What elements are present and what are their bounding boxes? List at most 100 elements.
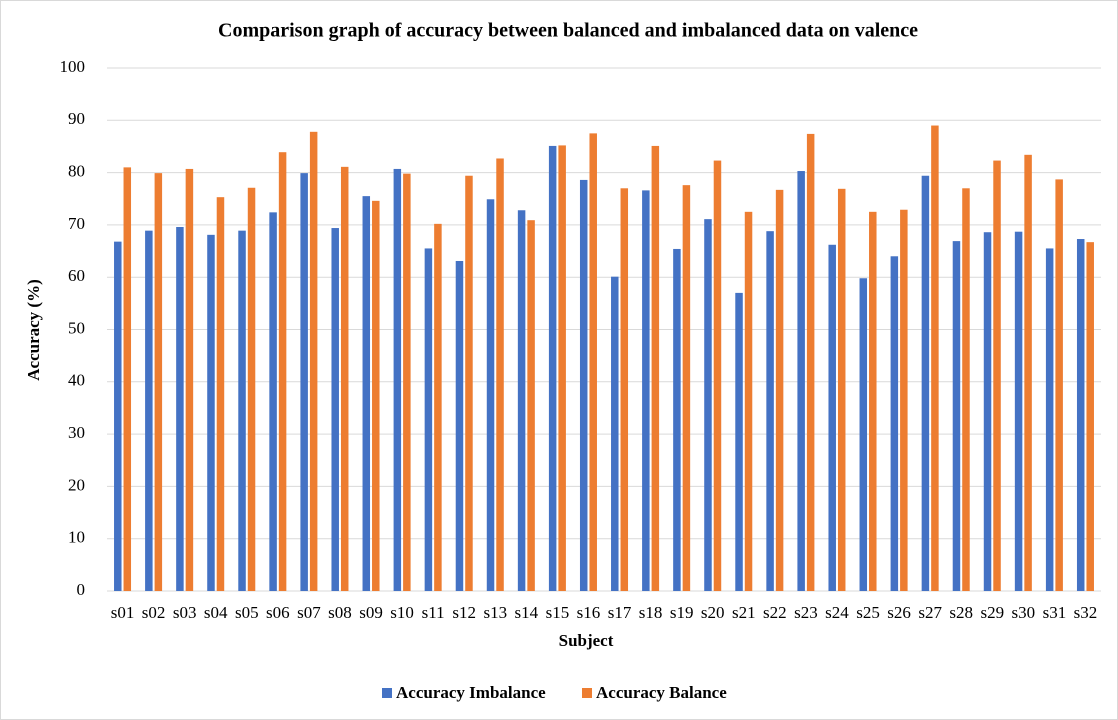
x-tick-label: s01 — [111, 603, 135, 622]
x-tick-label: s13 — [483, 603, 507, 622]
bar — [890, 256, 899, 591]
y-tick-label: 30 — [68, 423, 85, 442]
x-tick-label: s20 — [701, 603, 725, 622]
bar — [611, 276, 619, 591]
bar — [589, 133, 597, 591]
bar — [1045, 248, 1054, 591]
bar — [372, 200, 380, 592]
bar — [993, 160, 1001, 592]
x-tick-label: s09 — [359, 603, 383, 622]
bar — [176, 226, 184, 591]
y-tick-label: 80 — [68, 162, 85, 181]
bar — [983, 232, 992, 592]
bar — [247, 187, 256, 591]
bar — [278, 152, 287, 591]
bar — [517, 210, 526, 592]
bar — [465, 175, 473, 591]
x-tick-label: s26 — [887, 603, 911, 622]
x-tick-label: s03 — [173, 603, 197, 622]
bar — [1076, 239, 1085, 591]
x-tick-label: s14 — [515, 603, 539, 622]
y-tick-label: 10 — [68, 528, 85, 547]
y-tick-label: 70 — [68, 214, 85, 233]
bar — [331, 228, 339, 591]
x-tick-label: s10 — [390, 603, 414, 622]
x-tick-label: s32 — [1074, 603, 1098, 622]
y-tick-label: 50 — [68, 318, 85, 337]
bar — [775, 189, 784, 591]
x-tick-label: s25 — [856, 603, 880, 622]
bar — [114, 241, 122, 592]
bar — [931, 125, 939, 591]
bar — [642, 190, 650, 591]
bar — [362, 196, 371, 591]
bar — [828, 244, 836, 592]
x-tick-label: s11 — [422, 603, 445, 622]
bar — [185, 168, 194, 591]
chart-title: Comparison graph of accuracy between bal… — [218, 20, 918, 42]
y-axis-title: Accuracy (%) — [24, 279, 43, 381]
bar — [952, 241, 961, 591]
x-tick-label: s06 — [266, 603, 290, 622]
bar — [962, 188, 970, 592]
bar — [806, 133, 815, 591]
bar — [340, 166, 349, 592]
bar — [579, 179, 588, 591]
legend-swatch — [582, 688, 592, 698]
x-tick-label: s15 — [546, 603, 570, 622]
bar — [682, 185, 691, 592]
x-tick-label: s22 — [763, 603, 787, 622]
bar — [207, 234, 215, 591]
bar — [859, 278, 868, 591]
x-tick-label: s02 — [142, 603, 166, 622]
bar — [393, 168, 402, 591]
bar — [496, 158, 504, 591]
bar — [403, 173, 411, 591]
x-tick-label: s21 — [732, 603, 756, 622]
x-tick-label: s07 — [297, 603, 321, 622]
x-tick-label: s19 — [670, 603, 694, 622]
bar — [309, 131, 318, 591]
bar — [1086, 242, 1094, 591]
x-axis-title: Subject — [559, 631, 614, 650]
legend-label: Accuracy Balance — [596, 683, 727, 702]
x-tick-label: s18 — [639, 603, 663, 622]
bar — [300, 173, 308, 592]
bar — [1055, 179, 1063, 592]
bar — [1014, 231, 1023, 591]
bar — [123, 167, 132, 591]
bar — [1024, 154, 1032, 591]
x-tick-label: s24 — [825, 603, 849, 622]
y-tick-label: 20 — [68, 475, 85, 494]
bar — [145, 230, 153, 591]
bar — [527, 220, 535, 591]
x-tick-label: s27 — [918, 603, 942, 622]
bar — [837, 188, 846, 592]
x-tick-label: s29 — [980, 603, 1004, 622]
bar — [216, 197, 225, 591]
y-tick-label: 100 — [60, 57, 86, 76]
x-tick-label: s31 — [1043, 603, 1067, 622]
bar — [673, 248, 681, 591]
bar — [455, 260, 464, 591]
bar — [797, 171, 805, 591]
bar — [713, 160, 722, 592]
x-tick-label: s08 — [328, 603, 352, 622]
bar — [548, 145, 557, 591]
x-tick-label: s16 — [577, 603, 601, 622]
x-tick-label: s30 — [1012, 603, 1036, 622]
x-tick-label: s04 — [204, 603, 228, 622]
bar — [921, 175, 930, 591]
x-tick-label: s05 — [235, 603, 259, 622]
bar — [735, 292, 743, 591]
bar — [238, 230, 246, 591]
y-tick-label: 90 — [68, 109, 85, 128]
bar — [620, 188, 629, 592]
bar — [558, 145, 566, 592]
y-tick-label: 0 — [77, 580, 86, 599]
y-tick-label: 40 — [68, 371, 85, 390]
bar — [269, 212, 277, 591]
x-tick-label: s17 — [608, 603, 632, 622]
bar — [424, 248, 433, 591]
